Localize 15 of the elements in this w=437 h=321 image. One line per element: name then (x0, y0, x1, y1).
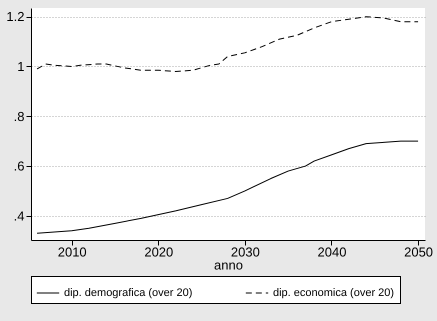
line-series (36, 140, 419, 234)
line-series (36, 16, 419, 72)
x-tick-label: 2010 (58, 244, 87, 260)
y-tick-label: 1 (17, 59, 24, 74)
x-tick-label: 2020 (144, 244, 174, 260)
y-tick-label: 1.2 (6, 9, 24, 24)
legend-label: dip. economica (over 20) (273, 287, 394, 299)
x-axis-title: anno (214, 258, 243, 272)
x-tick-label: 2030 (230, 244, 260, 260)
legend-label: dip. demografica (over 20) (64, 287, 192, 299)
y-tick-label: .8 (14, 108, 24, 124)
x-tick-label: 2040 (318, 244, 346, 260)
x-tick-label: 2050 (404, 244, 434, 260)
y-tick-label: .4 (14, 208, 24, 224)
y-tick-label: .6 (14, 158, 24, 174)
